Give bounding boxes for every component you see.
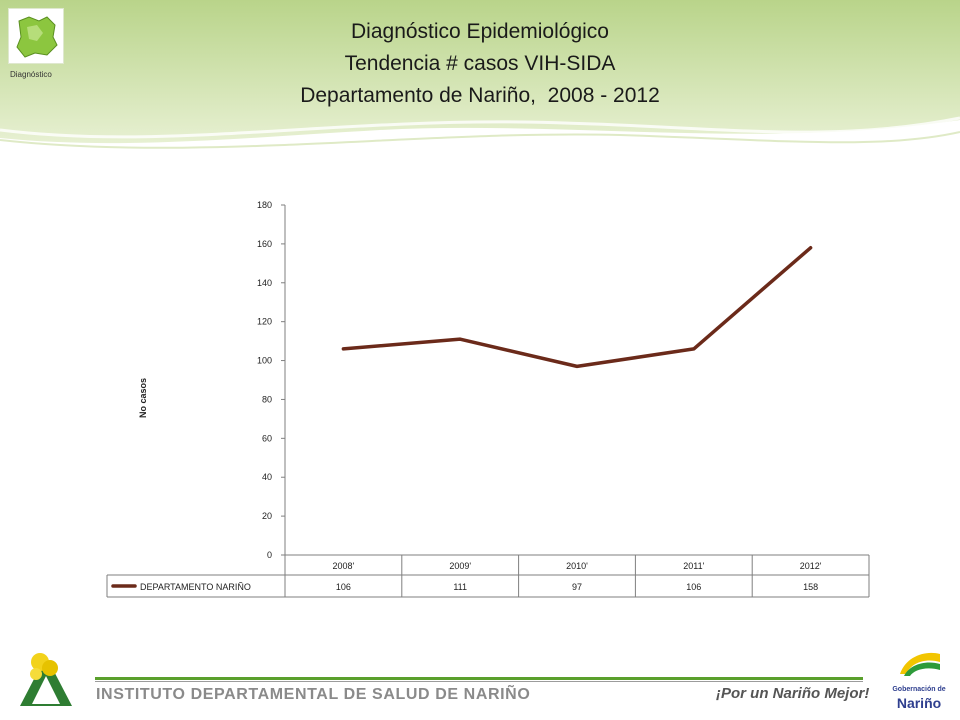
y-tick-label: 60 <box>262 433 272 443</box>
series-line <box>341 246 813 369</box>
y-tick-label: 40 <box>262 472 272 482</box>
y-tick-label: 80 <box>262 394 272 404</box>
y-tick-label: 180 <box>257 200 272 210</box>
x-category-label: 2011' <box>683 561 704 571</box>
x-category-label: 2008' <box>333 561 355 571</box>
logo-caption: Diagnóstico <box>10 70 52 79</box>
footer-divider-green <box>95 677 863 680</box>
slogan: ¡Por un Nariño Mejor! <box>716 685 870 702</box>
gobernacion-logo <box>900 652 940 676</box>
data-value-cell: 97 <box>572 582 582 592</box>
title-line-3: Departamento de Nariño, 2008 - 2012 <box>300 84 660 107</box>
gobernacion-line-2: Nariño <box>896 695 942 711</box>
department-map-logo <box>8 8 64 64</box>
footer-divider-grey <box>95 681 863 682</box>
data-value-cell: 106 <box>686 582 701 592</box>
gobernacion-line-1: Gobernación de <box>892 686 946 693</box>
y-tick-label: 120 <box>257 317 272 327</box>
data-value-cell: 106 <box>336 582 351 592</box>
x-category-label: 2012' <box>800 561 822 571</box>
y-tick-label: 0 <box>267 550 272 560</box>
x-category-label: 2009' <box>449 561 471 571</box>
y-tick-label: 140 <box>257 278 272 288</box>
title-line-1: Diagnóstico Epidemiológico <box>351 20 609 43</box>
y-axis-label: No casos <box>138 378 148 418</box>
map-icon <box>16 16 58 58</box>
data-value-cell: 111 <box>453 582 467 592</box>
y-tick-label: 160 <box>257 239 272 249</box>
institute-name: INSTITUTO DEPARTAMENTAL DE SALUD DE NARI… <box>96 686 531 703</box>
title-line-2: Tendencia # casos VIH-SIDA <box>344 52 616 75</box>
legend-label: DEPARTAMENTO NARIÑO <box>140 582 251 592</box>
y-tick-label: 20 <box>262 511 272 521</box>
x-category-label: 2010' <box>566 561 588 571</box>
data-value-cell: 158 <box>803 582 818 592</box>
y-tick-label: 100 <box>257 356 272 366</box>
institute-logo <box>20 653 72 706</box>
header-background <box>0 0 960 149</box>
